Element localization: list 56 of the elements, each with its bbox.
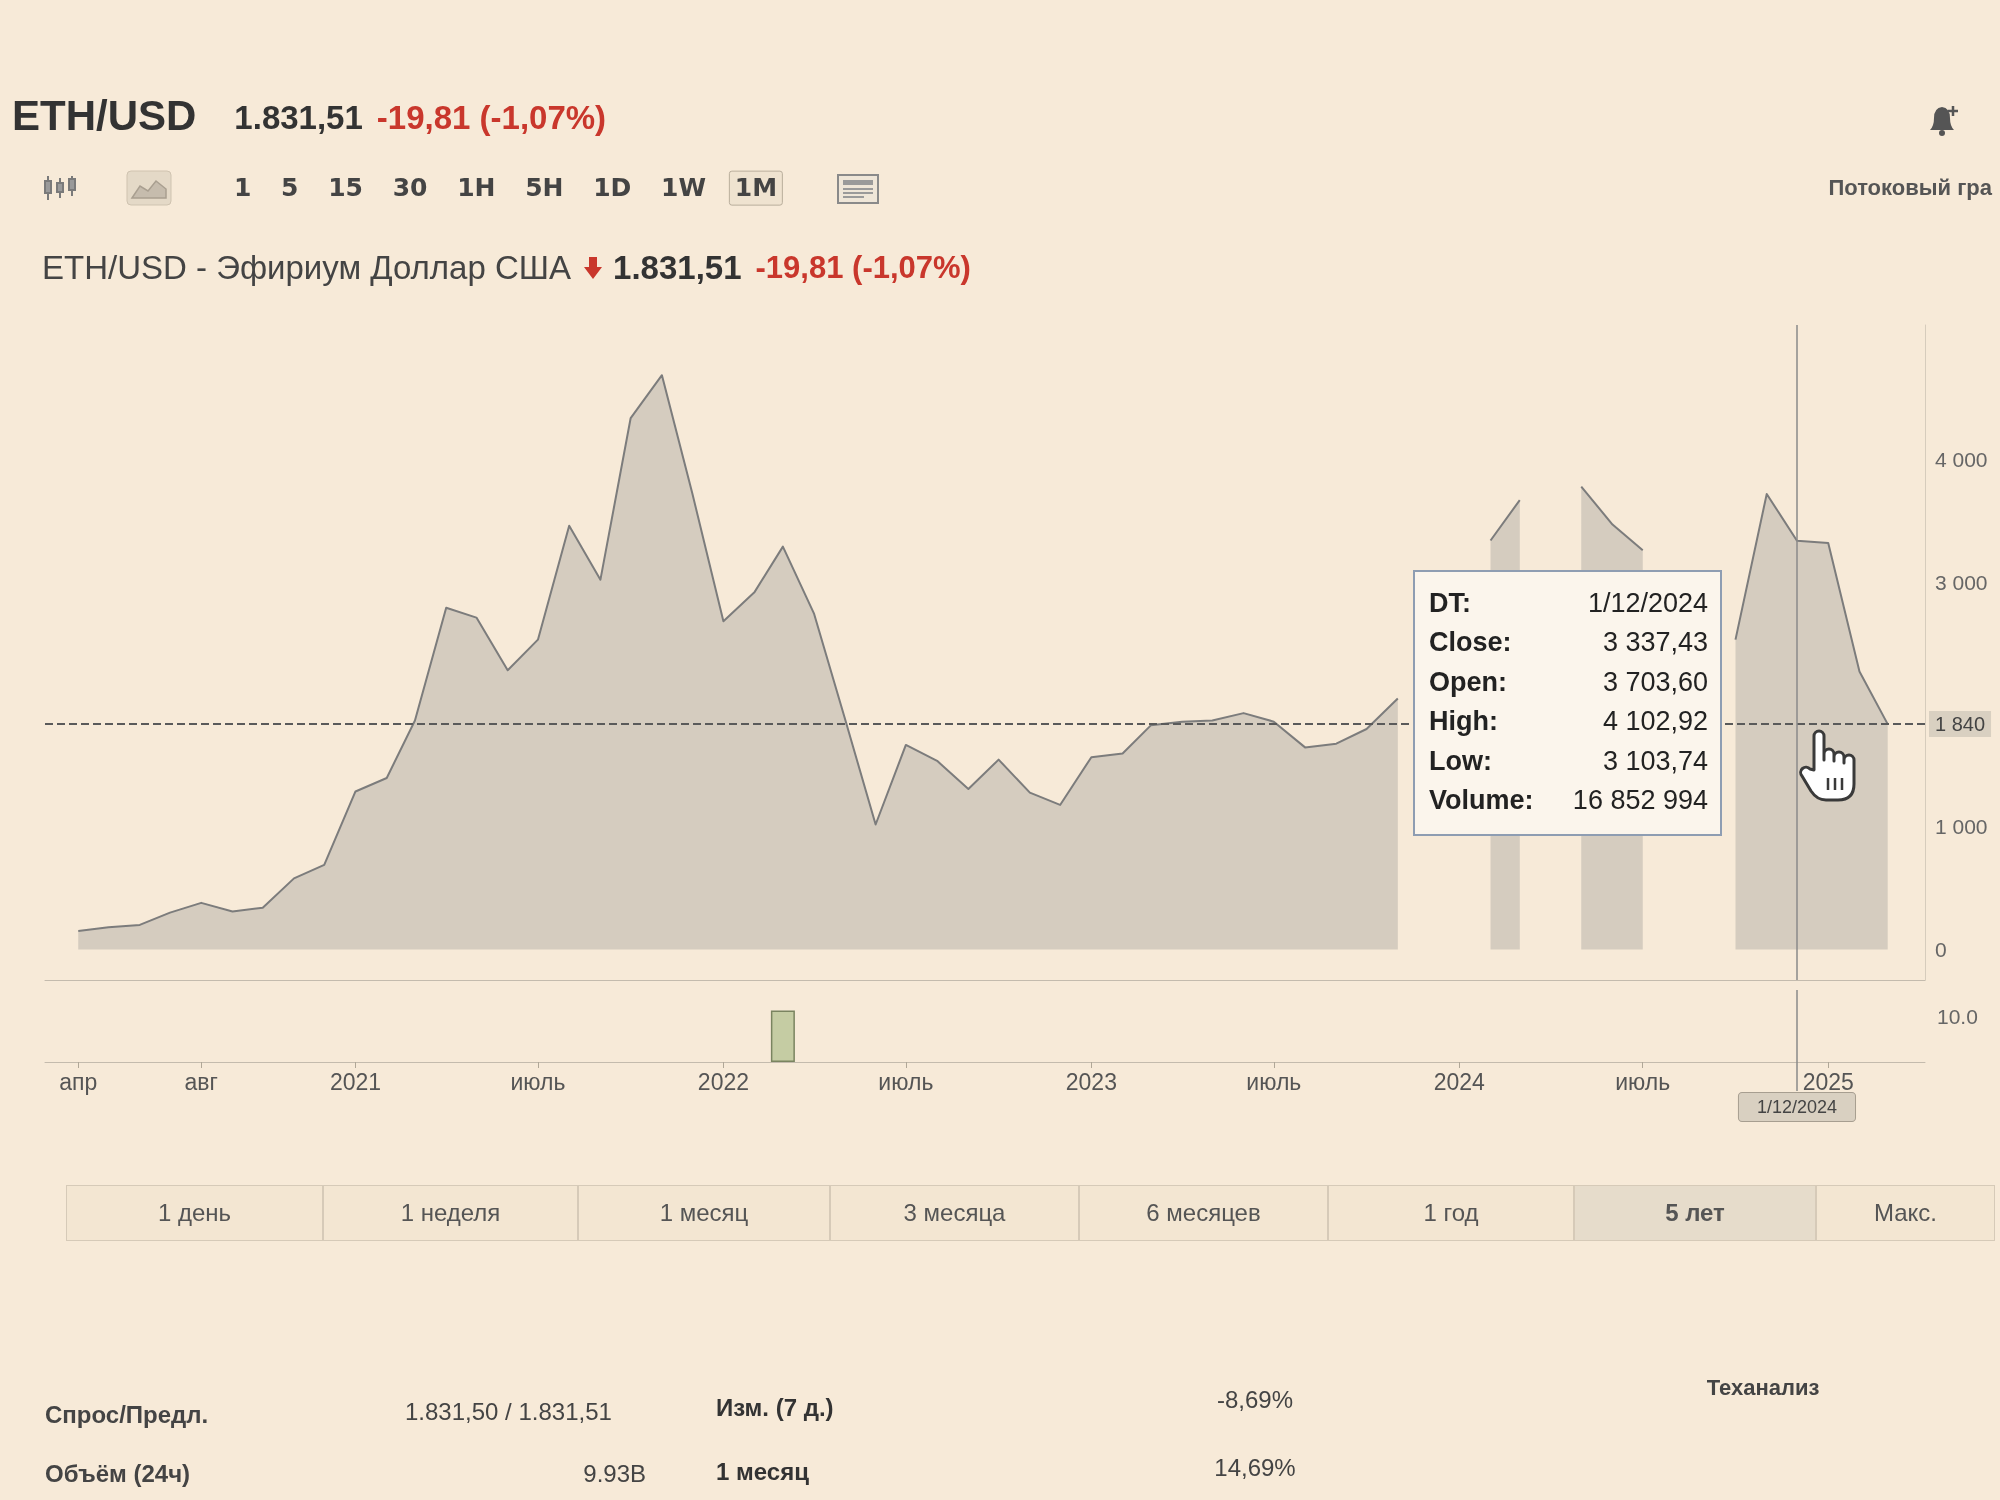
text: 1 год [1328,1185,1574,1241]
x-tick-label: июль [1615,1068,1671,1095]
text: 1 5 15 30 1H 5H 1D 1W [234,172,707,203]
text: 1 день [66,1185,323,1241]
annotation: Low: [1429,746,1492,778]
text: 1.831,50 / 1.831,51 [405,1398,612,1426]
x-tick-label: 2022 [697,1068,749,1095]
text: -19,81 (-1,07%) [376,99,607,137]
text: 1M [728,170,784,206]
y-tick-label: 1 000 [1935,815,1988,839]
text: 3 месяца [830,1185,1079,1241]
annotation: 3 703,60 [1602,667,1708,699]
x-tick-label: 2025 [1802,1068,1854,1095]
y-tick-label: 0 [1935,937,1947,961]
x-tick-label: июль [510,1068,566,1095]
text: 10.0 [1937,1004,1978,1030]
chart-title: ETH/USD [12,91,197,141]
text: 9.93B [583,1460,646,1488]
text: 14,69% [1214,1454,1296,1482]
text: 1.831,51 [613,249,742,287]
annotation: 1/12/2024 [1587,588,1708,620]
text: Потоковый гра [1828,175,1992,201]
annotation: Open: [1429,667,1507,699]
annotation: 4 102,92 [1602,706,1708,738]
annotation: High: [1429,706,1498,738]
x-tick-label: июль [878,1068,934,1095]
annotation: 3 103,74 [1602,746,1708,778]
ref-line-label: 1 840 [1935,713,1986,736]
text: -19,81 (-1,07%) [755,250,971,286]
text: 1.831,51 [234,99,363,137]
annotation: Volume: [1429,785,1534,817]
annotation: 3 337,43 [1602,627,1708,659]
annotation: DT: [1429,588,1471,620]
text: Объём (24ч) [45,1460,191,1488]
y-tick-label: 4 000 [1935,448,1988,472]
ref-line-label: 1/12/2024 [1756,1097,1838,1117]
text: 1 месяц [578,1185,830,1241]
text: 1 месяц [716,1458,809,1486]
x-tick-label: апр [59,1068,98,1095]
x-tick-label: авг [184,1068,218,1095]
annotation: 16 852 994 [1572,785,1708,817]
x-tick-label: 2024 [1433,1068,1486,1095]
text: Макс. [1816,1185,1995,1241]
text: 5 лет [1574,1185,1816,1241]
x-tick-label: июль [1246,1068,1302,1095]
y-tick-label: 3 000 [1935,570,1988,594]
text: Спрос/Предл. [45,1401,209,1429]
chart-subtitle: ETH/USD - Эфириум Доллар США [42,249,572,287]
text: Теханализ [1706,1375,1820,1401]
text: 1 неделя [323,1185,578,1241]
text: Изм. (7 д.) [716,1394,834,1422]
text: 6 месяцев [1079,1185,1328,1241]
x-tick-label: 2021 [329,1068,382,1095]
text: -8,69% [1216,1386,1294,1414]
x-tick-label: 2023 [1065,1068,1117,1095]
annotation: Close: [1429,627,1512,659]
